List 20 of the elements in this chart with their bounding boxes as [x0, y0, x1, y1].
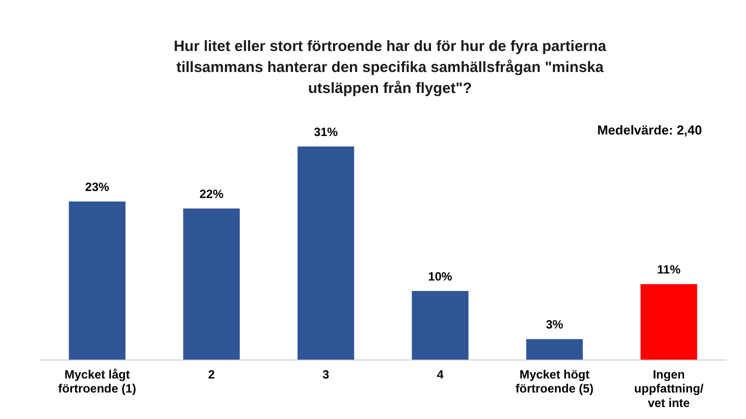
x-tick-label: Mycket högt förtroende (5) — [516, 367, 594, 396]
bar — [640, 284, 698, 360]
data-label: 23% — [85, 180, 110, 194]
data-label: 10% — [428, 269, 452, 284]
x-tick-label: 3 — [322, 367, 330, 382]
x-tick-label: Ingen uppfattning/ vet inte — [634, 367, 704, 410]
text: Medelvärde: 2,40 — [597, 122, 702, 138]
bar — [412, 291, 468, 360]
bar — [68, 202, 126, 360]
x-tick-label: Mycket lågt förtroende (1) — [58, 367, 136, 396]
data-label: 11% — [657, 262, 681, 276]
data-label: 3% — [546, 317, 564, 332]
chart-title: Hur litet eller stort förtroende har du för hur de fyra partierna tillsammans hanterar den specifika samhällsfrågan "minska utsläppen från flyget"? — [172, 37, 608, 99]
x-tick-label: 2 — [208, 367, 216, 382]
bar — [298, 146, 354, 360]
bar — [183, 208, 240, 360]
x-tick-label: 4 — [436, 367, 444, 382]
data-label: 31% — [314, 124, 338, 139]
data-label: 22% — [199, 186, 224, 201]
bar — [526, 339, 583, 360]
